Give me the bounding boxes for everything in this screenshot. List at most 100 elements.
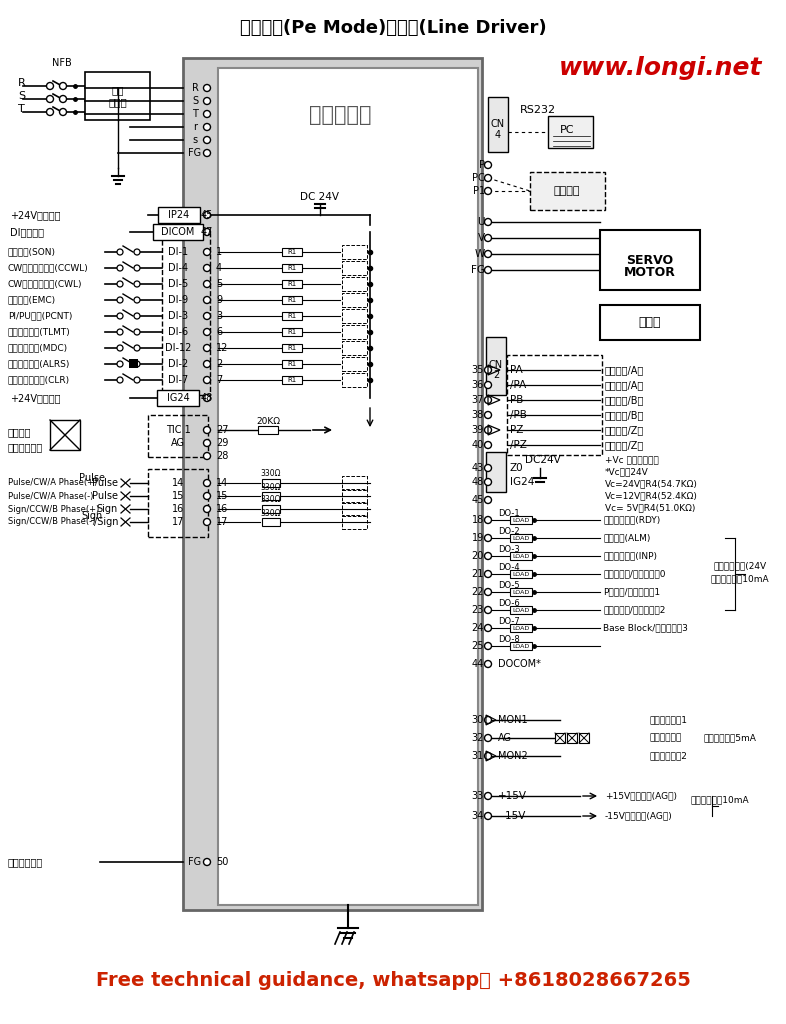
- Text: 37: 37: [472, 395, 484, 406]
- Text: Pulse/CW/A Phase(+): Pulse/CW/A Phase(+): [8, 478, 97, 487]
- Bar: [282, 296, 302, 304]
- Text: DO-8: DO-8: [498, 635, 520, 643]
- Circle shape: [484, 266, 491, 273]
- Text: DOCOM*: DOCOM*: [498, 659, 541, 669]
- Bar: [510, 642, 532, 650]
- Bar: [342, 357, 367, 371]
- Text: /PB: /PB: [510, 410, 527, 420]
- Circle shape: [60, 83, 67, 89]
- Text: 15: 15: [172, 490, 184, 501]
- Text: 330Ω: 330Ω: [261, 496, 281, 505]
- Text: +15V: +15V: [498, 791, 527, 801]
- Text: 控制模式切換(MDC): 控制模式切換(MDC): [8, 343, 68, 352]
- Text: 32: 32: [472, 733, 484, 743]
- Text: PA: PA: [510, 365, 523, 375]
- Bar: [510, 624, 532, 632]
- Text: 4: 4: [216, 263, 222, 273]
- Text: Z0: Z0: [510, 463, 523, 473]
- Bar: [342, 489, 367, 503]
- Text: Sign/CCW/B Phase(+): Sign/CCW/B Phase(+): [8, 505, 99, 513]
- Text: DC 24V: DC 24V: [300, 193, 340, 202]
- Circle shape: [117, 361, 123, 367]
- Circle shape: [134, 313, 140, 319]
- Bar: [530, 172, 605, 210]
- Text: 14: 14: [216, 478, 228, 488]
- Text: 330Ω: 330Ω: [261, 482, 281, 492]
- Text: 23: 23: [472, 605, 484, 615]
- Circle shape: [134, 377, 140, 383]
- Circle shape: [117, 313, 123, 319]
- Text: TIC 1: TIC 1: [166, 425, 190, 435]
- Text: *Vc近大24V: *Vc近大24V: [605, 468, 648, 476]
- Text: DI-7: DI-7: [168, 375, 188, 385]
- Bar: [262, 479, 280, 487]
- Bar: [50, 420, 80, 450]
- Text: DI電源共端: DI電源共端: [10, 227, 44, 237]
- Bar: [342, 476, 367, 490]
- Text: DO-2: DO-2: [498, 526, 520, 536]
- Circle shape: [204, 493, 211, 500]
- Circle shape: [484, 396, 491, 403]
- Text: 35: 35: [472, 365, 484, 375]
- Bar: [486, 452, 506, 492]
- Text: LOAD: LOAD: [512, 607, 530, 612]
- Bar: [282, 312, 302, 319]
- Text: PI/PU切換(PCNT): PI/PU切換(PCNT): [8, 311, 72, 321]
- Text: V: V: [478, 233, 485, 243]
- Text: AG: AG: [171, 438, 185, 449]
- Text: DO-6: DO-6: [498, 598, 520, 607]
- Text: 轉矩限制中/異常警報碼0: 轉矩限制中/異常警報碼0: [603, 569, 666, 579]
- Bar: [342, 502, 367, 516]
- Bar: [342, 293, 367, 307]
- Text: PB: PB: [510, 395, 523, 406]
- Circle shape: [46, 83, 53, 89]
- Text: R1: R1: [288, 377, 296, 383]
- Text: www.longi.net: www.longi.net: [559, 56, 762, 80]
- Bar: [342, 261, 367, 275]
- Text: 40: 40: [472, 440, 484, 450]
- Text: Vc=24V時R4(54.7KΩ): Vc=24V時R4(54.7KΩ): [605, 479, 698, 488]
- Circle shape: [204, 394, 211, 401]
- Text: AG: AG: [498, 733, 512, 743]
- Text: DO-1: DO-1: [498, 509, 520, 517]
- Text: +Vc 原點信號輸出: +Vc 原點信號輸出: [605, 456, 659, 465]
- Circle shape: [484, 478, 491, 485]
- Text: LOAD: LOAD: [512, 517, 530, 522]
- Bar: [510, 552, 532, 560]
- Circle shape: [117, 249, 123, 255]
- Bar: [157, 390, 199, 406]
- Bar: [486, 337, 506, 395]
- Bar: [218, 68, 478, 905]
- Circle shape: [484, 625, 491, 632]
- Bar: [262, 505, 280, 513]
- Text: 緊急停止(EMC): 緊急停止(EMC): [8, 296, 56, 304]
- Bar: [510, 606, 532, 614]
- Text: 分周輸出/B相: 分周輸出/B相: [605, 395, 645, 406]
- Circle shape: [204, 249, 211, 256]
- Text: Pulse: Pulse: [92, 478, 118, 488]
- Bar: [600, 305, 700, 340]
- Text: W: W: [475, 249, 485, 259]
- Circle shape: [204, 97, 211, 104]
- Text: Vc=12V時R4(52.4KΩ): Vc=12V時R4(52.4KΩ): [605, 492, 698, 501]
- Circle shape: [204, 297, 211, 303]
- Circle shape: [117, 297, 123, 303]
- Bar: [148, 415, 208, 457]
- Bar: [282, 264, 302, 272]
- Text: LOAD: LOAD: [512, 643, 530, 648]
- Circle shape: [484, 234, 491, 242]
- Circle shape: [204, 228, 211, 236]
- Text: FG: FG: [189, 857, 201, 867]
- Text: DO-5: DO-5: [498, 581, 520, 590]
- Text: 25: 25: [472, 641, 484, 651]
- Bar: [510, 534, 532, 542]
- Circle shape: [204, 518, 211, 525]
- Circle shape: [484, 162, 491, 169]
- Text: R: R: [18, 78, 26, 88]
- Bar: [85, 72, 150, 120]
- Text: 異常警報清除(ALRS): 異常警報清除(ALRS): [8, 359, 71, 369]
- Text: P動作中/異常警報碼1: P動作中/異常警報碼1: [603, 588, 660, 597]
- Text: DI-9: DI-9: [168, 295, 188, 305]
- Text: PC: PC: [472, 173, 485, 183]
- Bar: [342, 278, 367, 291]
